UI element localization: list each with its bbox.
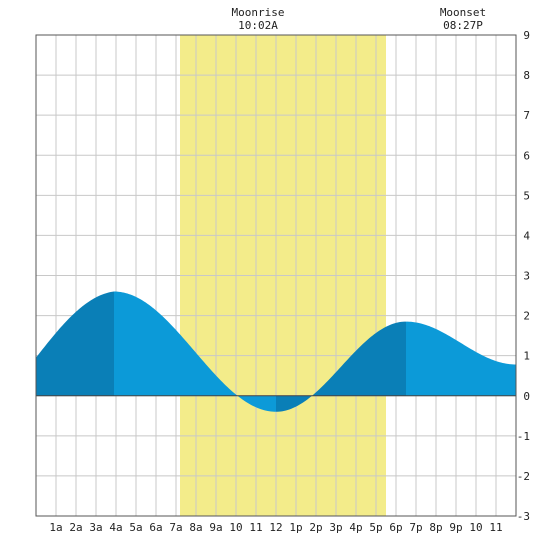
y-tick-label: -3 [517, 510, 530, 523]
y-tick-label: 5 [523, 189, 530, 202]
frame-rect [35, 34, 517, 517]
x-tick-label: 1a [49, 521, 62, 534]
x-tick-label: 9p [449, 521, 462, 534]
y-tick-label: 3 [523, 270, 530, 283]
x-tick-label: 4a [109, 521, 122, 534]
x-tick-label: 6a [149, 521, 162, 534]
x-tick-label: 10 [229, 521, 242, 534]
moonset-label: Moonset [440, 6, 486, 19]
y-tick-label: 2 [523, 310, 530, 323]
x-tick-label: 6p [389, 521, 402, 534]
tide-segment-falling [114, 291, 276, 412]
moonrise-label: Moonrise [232, 6, 285, 19]
y-tick-label: 6 [523, 149, 530, 162]
x-tick-label: 8p [429, 521, 442, 534]
y-tick-label: 0 [523, 390, 530, 403]
moonrise-time: 10:02A [238, 19, 278, 32]
x-tick-labels: 1a 2a 3a 4a 5a 6a 7a 8a 9a 10 11 12 1p 2p 3p 4p 5p 6p 7p 8p… [49, 521, 502, 534]
x-tick-label: 5a [129, 521, 142, 534]
y-tick-label: 8 [523, 69, 530, 82]
x-tick-label: 7p [409, 521, 422, 534]
y-tick-labels: 9 8 7 6 5 4 3 2 1 0 -1 -2 -3 [517, 29, 531, 523]
y-tick-label: 7 [523, 109, 530, 122]
tide-segment-rising [276, 321, 406, 412]
x-tick-label: 2a [69, 521, 82, 534]
moonset-time: 08:27P [443, 19, 483, 32]
y-tick-label: 9 [523, 29, 530, 42]
plot-frame [35, 34, 517, 517]
tide-area [36, 291, 516, 412]
x-tick-label: 8a [189, 521, 202, 534]
x-tick-label: 11 [489, 521, 502, 534]
y-tick-label: -1 [517, 430, 530, 443]
y-tick-label: 1 [523, 350, 530, 363]
x-tick-label: 3p [329, 521, 342, 534]
x-tick-label: 10 [469, 521, 482, 534]
x-tick-label: 12 [269, 521, 282, 534]
x-tick-label: 7a [169, 521, 182, 534]
x-tick-label: 9a [209, 521, 222, 534]
x-tick-label: 11 [249, 521, 262, 534]
x-tick-label: 1p [289, 521, 302, 534]
x-tick-label: 2p [309, 521, 322, 534]
x-tick-label: 5p [369, 521, 382, 534]
tide-segment-falling [406, 321, 516, 396]
x-tick-label: 3a [89, 521, 102, 534]
y-tick-label: -2 [517, 470, 530, 483]
x-tick-label: 4p [349, 521, 362, 534]
tide-segment-rising [36, 291, 114, 396]
y-tick-label: 4 [523, 229, 530, 242]
